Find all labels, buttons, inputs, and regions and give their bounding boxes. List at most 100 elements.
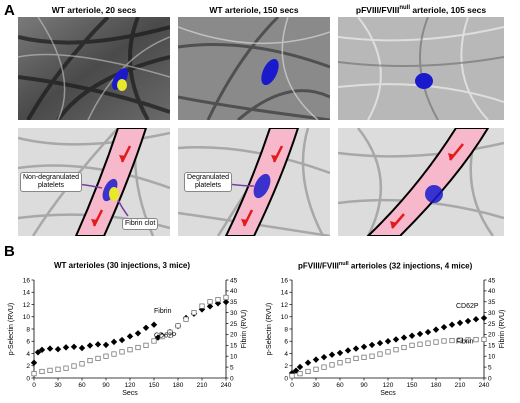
x-tick-label: 30 xyxy=(54,382,62,389)
fibrin-point xyxy=(215,297,221,303)
label-degranulated-line1: Degranulated xyxy=(187,174,230,181)
fibrin-point xyxy=(151,338,157,344)
fibrin-point xyxy=(143,342,149,348)
schematic-wt-150: Degranulated platelets xyxy=(178,128,330,236)
cd62p-point xyxy=(78,344,86,352)
fibrin-point xyxy=(297,371,303,377)
fibrin-point xyxy=(361,354,367,360)
cd62p-point xyxy=(134,330,142,337)
y-left-tick-label: 2 xyxy=(284,363,288,370)
x-tick-label: 60 xyxy=(336,382,344,389)
fibrin-point xyxy=(369,353,375,359)
y-right-tick-label: 15 xyxy=(230,343,238,350)
y-left-tick-label: 14 xyxy=(23,290,31,297)
cd62p-point xyxy=(456,319,464,327)
cd62p-point xyxy=(110,338,118,346)
x-tick-label: 210 xyxy=(197,382,208,389)
chart-title-left: WT arterioles (30 injections, 3 mice) xyxy=(54,261,191,270)
y-right-tick-label: 5 xyxy=(230,364,234,371)
micrograph-wt-20 xyxy=(18,17,170,120)
cd62p-point xyxy=(38,346,46,354)
x-tick-label: 90 xyxy=(102,382,110,389)
chart-title-right-a: pFVIII/FVIII xyxy=(298,261,339,271)
fibrin-point xyxy=(401,344,407,351)
chart-title-right: pFVIII/FVIIInull arterioles (32 injectio… xyxy=(298,261,472,271)
panel-title-fviii-105: pFVIII/FVIIInull arteriole, 105 secs xyxy=(338,5,504,15)
title-fviii-b: arteriole, 105 secs xyxy=(410,5,487,15)
cd62p-point xyxy=(46,345,54,352)
y-left-tick-label: 6 xyxy=(284,339,288,346)
y-left-tick-label: 10 xyxy=(23,314,31,321)
series-label-fibrin: Fibrin xyxy=(456,339,474,346)
y-right-tick-label: 40 xyxy=(230,288,238,295)
title-fviii-sup: null xyxy=(399,5,411,12)
cd62p-point xyxy=(400,334,408,341)
label-degranulated-line2: platelets xyxy=(194,182,222,189)
cd62p-point xyxy=(432,326,440,333)
y-left-tick-label: 8 xyxy=(284,326,288,333)
series-label-cd62p: CD62P xyxy=(456,303,479,310)
fibrin-point xyxy=(175,323,181,329)
fibrin-point xyxy=(321,364,327,370)
x-tick-label: 0 xyxy=(32,382,36,389)
schematic-wt-150-svg xyxy=(178,128,330,236)
cd62p-point xyxy=(472,316,480,323)
series-label-cd62p: CD62P xyxy=(154,333,177,340)
cd62p-point xyxy=(54,346,62,353)
y-right-tick-label: 20 xyxy=(488,332,496,339)
fibrin-point xyxy=(329,362,335,368)
x-tick-label: 120 xyxy=(383,382,394,389)
y-left-tick-label: 14 xyxy=(281,290,289,297)
cd62p-point xyxy=(464,317,472,325)
fibrin-point xyxy=(119,349,125,355)
cd62p-point xyxy=(62,344,70,351)
fibrin-point xyxy=(127,347,133,353)
fibrin-point xyxy=(425,340,431,346)
schematic-wt-20: Non-degranulated platelets Fibrin clot xyxy=(18,128,170,236)
y-axis-label-right: Fibrin (RVU) xyxy=(499,310,506,349)
cd62p-point xyxy=(296,363,304,371)
y-left-tick-label: 2 xyxy=(26,363,30,370)
cd62p-point xyxy=(206,303,214,310)
cd62p-point xyxy=(30,359,38,366)
y-left-tick-label: 6 xyxy=(26,339,30,346)
fibrin-point xyxy=(135,344,141,351)
fibrin-point xyxy=(207,299,213,305)
fibrin-point xyxy=(433,339,439,345)
fibrin-point xyxy=(87,358,93,364)
fibrin-point xyxy=(481,336,487,343)
fibrin-point xyxy=(103,353,109,359)
y-left-tick-label: 16 xyxy=(23,277,31,284)
label-non-degranulated: Non-degranulated platelets xyxy=(20,172,83,192)
micrograph-wt-20-svg xyxy=(18,17,170,120)
micrograph-fviii-105-svg xyxy=(338,17,504,120)
y-left-tick-label: 4 xyxy=(26,351,30,358)
fibrin-point xyxy=(457,337,463,343)
x-tick-label: 240 xyxy=(221,382,232,389)
schematic-fviii-105-svg xyxy=(338,128,504,236)
fibrin-point xyxy=(39,368,45,375)
y-right-tick-label: 20 xyxy=(230,332,238,339)
y-left-tick-label: 8 xyxy=(26,326,30,333)
label-degranulated: Degranulated platelets xyxy=(184,172,233,192)
cd62p-point xyxy=(368,341,376,349)
fibrin-point xyxy=(223,294,229,300)
cd62p-point xyxy=(142,324,150,331)
fibrin-point xyxy=(31,371,37,377)
y-left-tick-label: 4 xyxy=(284,351,288,358)
label-non-degranulated-line2: platelets xyxy=(37,182,65,189)
cd62p-point xyxy=(94,341,102,348)
x-axis-label: Secs xyxy=(380,390,396,397)
cd62p-point xyxy=(416,330,424,338)
x-tick-label: 120 xyxy=(125,382,136,389)
cd62p-point xyxy=(336,349,344,357)
fibrin-point xyxy=(409,342,415,348)
y-right-tick-label: 30 xyxy=(488,310,496,317)
x-axis-label: Secs xyxy=(122,390,138,397)
panel-title-wt-150: WT arteriole, 150 secs xyxy=(209,5,299,15)
title-fviii-a: pFVIII/FVIII xyxy=(355,5,400,15)
cd62p-point xyxy=(424,328,432,336)
fibrin-point xyxy=(289,373,295,379)
y-axis-label-right: Fibrin (RVU) xyxy=(241,310,248,349)
fibrin-point xyxy=(417,341,423,347)
